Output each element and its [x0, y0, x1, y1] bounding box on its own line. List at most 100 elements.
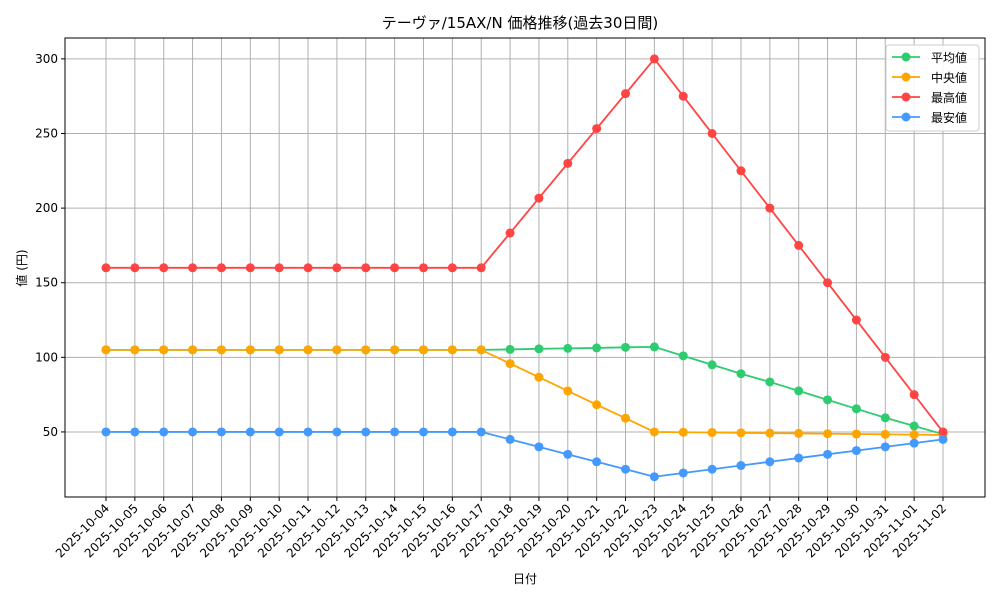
data-point: [245, 427, 255, 437]
data-point: [621, 342, 631, 352]
series-最高値: [101, 54, 948, 437]
data-point: [765, 203, 775, 213]
legend-marker: [901, 92, 911, 102]
data-point: [505, 228, 515, 238]
data-point: [851, 404, 861, 414]
data-point: [332, 263, 342, 273]
data-point: [707, 464, 717, 474]
data-point: [245, 263, 255, 273]
data-point: [390, 263, 400, 273]
data-point: [188, 263, 198, 273]
data-point: [476, 427, 486, 437]
data-point: [649, 342, 659, 352]
data-point: [649, 472, 659, 482]
data-point: [534, 442, 544, 452]
y-tick-label: 200: [35, 201, 58, 215]
y-tick-label: 100: [35, 350, 58, 364]
data-point: [303, 263, 313, 273]
series-line: [106, 348, 944, 436]
series-line: [106, 345, 944, 436]
data-point: [216, 263, 226, 273]
data-point: [736, 166, 746, 176]
data-point: [534, 193, 544, 203]
data-point: [794, 453, 804, 463]
data-point: [707, 428, 717, 438]
data-point: [909, 430, 919, 440]
data-point: [418, 427, 428, 437]
data-point: [794, 240, 804, 250]
data-point: [505, 344, 515, 354]
data-point: [303, 427, 313, 437]
data-point: [505, 434, 515, 444]
data-point: [592, 457, 602, 467]
y-tick-label: 250: [35, 127, 58, 141]
data-point: [592, 124, 602, 134]
data-point: [880, 352, 890, 362]
data-point: [159, 427, 169, 437]
data-point: [880, 413, 890, 423]
legend-box: [885, 44, 980, 132]
data-point: [794, 386, 804, 396]
chart-title: テーヴァ/15AX/N 価格推移(過去30日間): [382, 14, 659, 32]
series-line: [106, 431, 944, 478]
data-point: [447, 427, 457, 437]
data-point: [361, 263, 371, 273]
data-point: [851, 315, 861, 325]
data-point: [130, 427, 140, 437]
data-point: [621, 413, 631, 423]
data-point: [447, 263, 457, 273]
data-point: [765, 457, 775, 467]
data-point: [390, 345, 400, 355]
data-point: [621, 464, 631, 474]
legend-label: 中央値: [931, 70, 967, 85]
data-point: [736, 428, 746, 438]
data-point: [130, 345, 140, 355]
series-最安値: [101, 427, 948, 482]
data-point: [649, 54, 659, 64]
data-point: [418, 345, 428, 355]
data-point: [678, 468, 688, 478]
data-point: [851, 446, 861, 456]
y-axis-label: 値 (円): [14, 249, 29, 286]
data-point: [563, 158, 573, 168]
data-point: [159, 345, 169, 355]
data-point: [736, 369, 746, 379]
data-point: [332, 345, 342, 355]
data-point: [274, 345, 284, 355]
data-point: [851, 429, 861, 439]
data-point: [909, 421, 919, 431]
legend-label: 最安値: [931, 110, 967, 125]
data-point: [678, 427, 688, 437]
data-point: [563, 449, 573, 459]
data-point: [823, 429, 833, 439]
data-point: [476, 263, 486, 273]
data-point: [245, 345, 255, 355]
data-point: [823, 278, 833, 288]
data-point: [823, 395, 833, 405]
series-平均値: [101, 342, 948, 439]
legend-marker: [901, 72, 911, 82]
data-point: [303, 345, 313, 355]
legend-marker: [901, 112, 911, 122]
data-point: [534, 372, 544, 382]
data-point: [823, 449, 833, 459]
data-point: [101, 427, 111, 437]
data-point: [592, 400, 602, 410]
data-point: [765, 377, 775, 387]
data-point: [159, 263, 169, 273]
data-point: [707, 129, 717, 139]
x-axis-label: 日付: [513, 572, 537, 586]
series-中央値: [101, 345, 948, 440]
series-line: [106, 57, 944, 433]
data-point: [101, 263, 111, 273]
data-point: [216, 427, 226, 437]
legend-label: 平均値: [931, 50, 967, 65]
data-point: [505, 359, 515, 369]
legend-marker: [901, 52, 911, 62]
data-point: [361, 345, 371, 355]
plot-frame: [64, 37, 986, 498]
data-point: [274, 427, 284, 437]
y-tick-label: 150: [35, 276, 58, 290]
data-point: [678, 351, 688, 361]
